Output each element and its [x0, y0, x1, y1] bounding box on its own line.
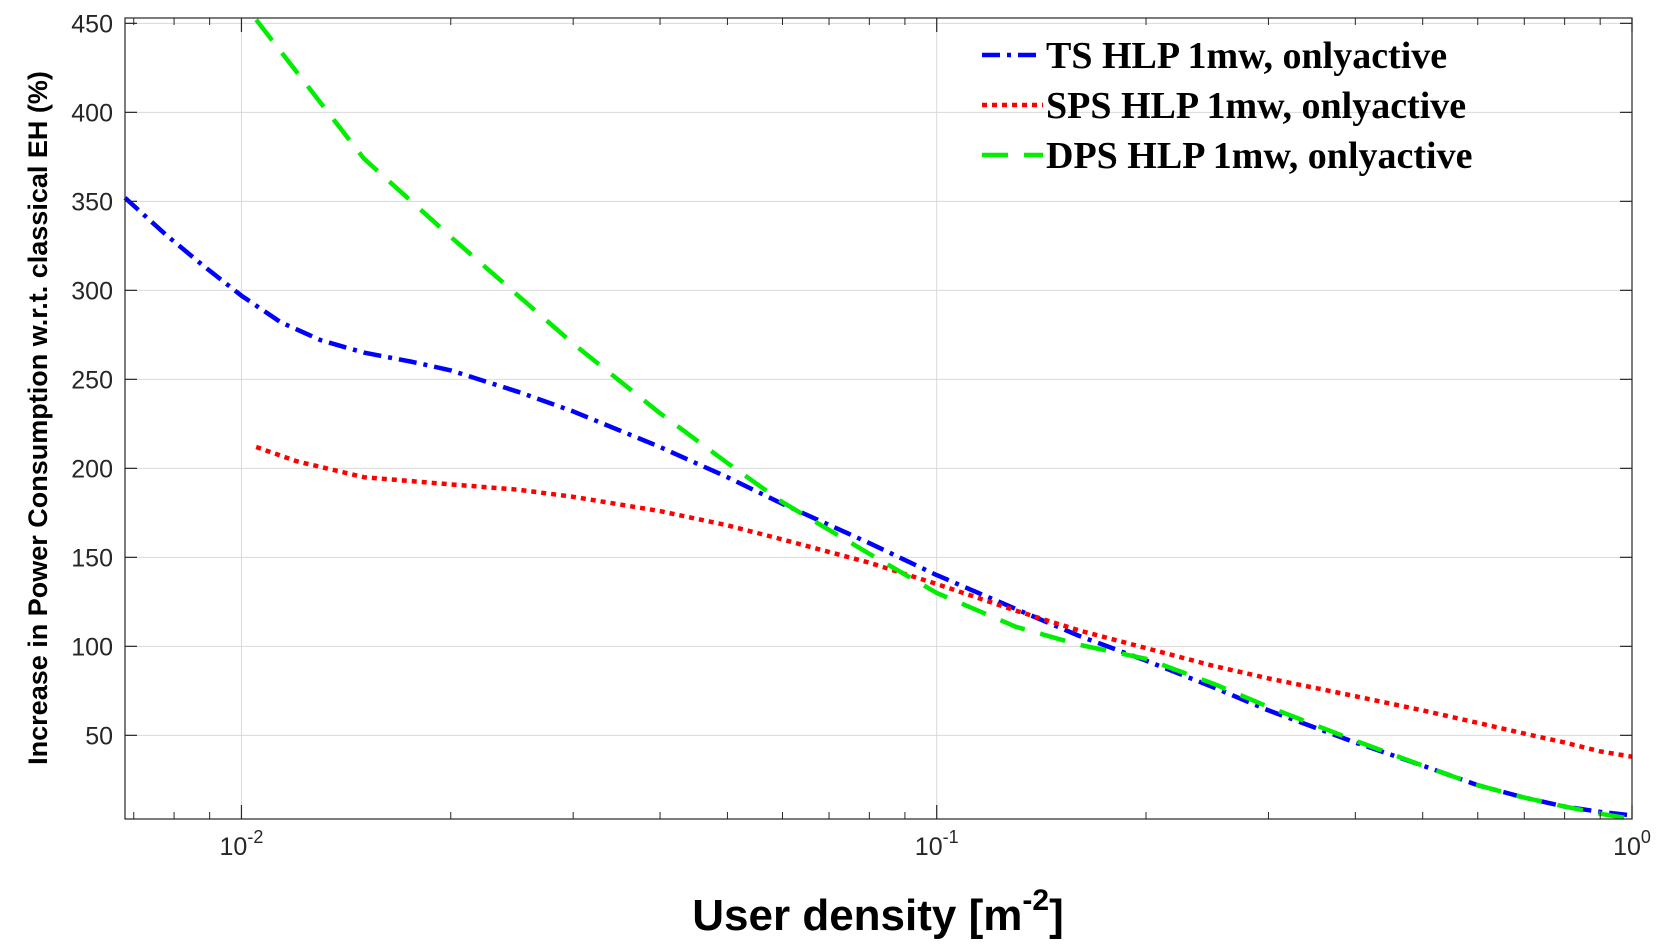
y-tick-label: 300 [71, 277, 113, 305]
x-tick-label-exp: -2 [247, 827, 263, 847]
y-tick-label: 350 [71, 188, 113, 216]
y-tick-label: 400 [71, 99, 113, 127]
x-tick-label: 10-1 [915, 827, 959, 861]
legend-label: DPS HLP 1mw, onlyactive [1046, 135, 1472, 177]
series-line-2 [255, 444, 1633, 759]
x-tick-label-base: 10 [220, 833, 248, 861]
y-axis-title: Increase in Power Consumption w.r.t. cla… [23, 71, 53, 765]
x-axis-title-sup: -2 [1022, 884, 1049, 917]
ticks [125, 18, 1633, 819]
x-tick-label-exp: 0 [1641, 827, 1651, 847]
x-axis-title: User density [m-2] [692, 884, 1063, 940]
x-tick-label-base: 10 [1613, 833, 1641, 861]
legend-label: TS HLP 1mw, onlyactive [1046, 35, 1447, 77]
y-tick-label: 450 [71, 10, 113, 38]
x-tick-label: 100 [1613, 827, 1651, 861]
x-tick-label-exp: -1 [943, 827, 959, 847]
y-tick-label: 100 [71, 633, 113, 661]
x-tick-label: 10-2 [220, 827, 264, 861]
x-tick-label-base: 10 [915, 833, 943, 861]
x-axis-title-end: ] [1049, 891, 1064, 940]
grid [125, 18, 1633, 819]
legend: TS HLP 1mw, onlyactive SPS HLP 1mw, onlya… [982, 35, 1472, 177]
y-tick-label: 150 [71, 544, 113, 572]
series-layer [123, 18, 1633, 822]
y-tick-label: 50 [85, 722, 113, 750]
plot-frame [124, 17, 1633, 820]
y-tick-label: 200 [71, 455, 113, 483]
plot-background [125, 18, 1632, 819]
y-tick-label: 250 [71, 366, 113, 394]
x-axis-title-main: User density [m [692, 891, 1022, 940]
legend-label: SPS HLP 1mw, onlyactive [1046, 85, 1466, 127]
